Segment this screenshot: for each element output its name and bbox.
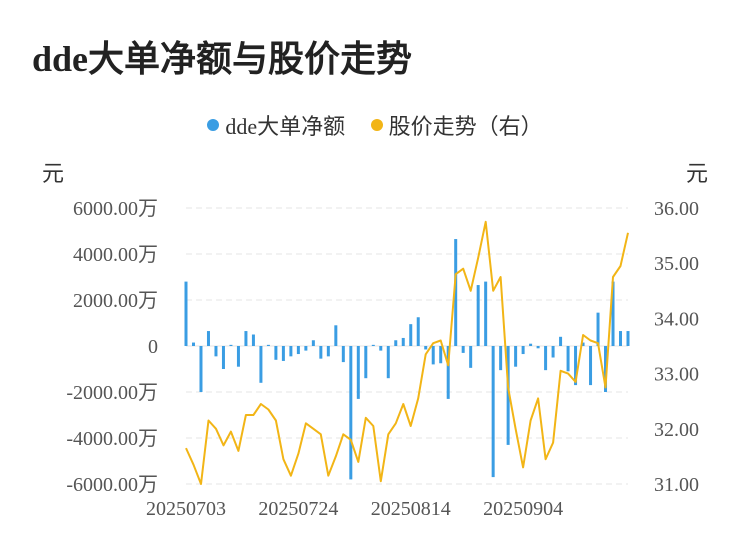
right-tick-label: 33.00 (654, 364, 699, 386)
dde-bar[interactable] (581, 342, 585, 346)
left-tick-label: 0 (148, 336, 158, 358)
dde-bar[interactable] (184, 281, 188, 346)
dde-bar[interactable] (199, 346, 203, 392)
dde-bar[interactable] (311, 340, 315, 346)
legend-item-bar[interactable]: dde大单净额 (207, 109, 345, 141)
dde-bar[interactable] (319, 346, 323, 359)
dde-bar[interactable] (461, 346, 465, 353)
dde-bar[interactable] (551, 346, 555, 358)
dde-bar[interactable] (251, 334, 255, 347)
dde-bar[interactable] (506, 346, 510, 445)
dde-bar[interactable] (521, 346, 525, 355)
right-tick-label: 36.00 (654, 198, 699, 220)
dde-bar[interactable] (281, 346, 285, 361)
legend-bar-label: dde大单净额 (225, 114, 346, 139)
dde-bar[interactable] (416, 317, 420, 346)
axis-ticks: 6000.00万 4000.00万 2000.00万 0 -2000.00万 -4000.… (66, 198, 699, 520)
dde-bar[interactable] (214, 346, 218, 357)
dde-bar[interactable] (206, 331, 210, 346)
dde-bar[interactable] (469, 346, 473, 368)
dde-bar[interactable] (289, 346, 293, 357)
right-tick-label: 31.00 (654, 474, 699, 496)
dde-bar[interactable] (611, 281, 615, 346)
legend-line-swatch (370, 119, 383, 131)
dde-bar[interactable] (484, 281, 488, 346)
dde-bar[interactable] (191, 342, 195, 346)
dde-bar[interactable] (266, 344, 270, 346)
dde-bar[interactable] (229, 344, 233, 346)
dde-bar[interactable] (326, 346, 330, 357)
x-tick-label: 20250814 (371, 498, 451, 520)
left-tick-label: 6000.00万 (73, 198, 158, 220)
price-line[interactable] (185, 220, 629, 485)
chart-title: dde大单净额与股价走势 (32, 39, 413, 79)
dde-bar[interactable] (604, 346, 608, 392)
dde-bar[interactable] (259, 346, 263, 383)
dde-bar[interactable] (304, 346, 308, 351)
right-tick-label: 32.00 (654, 419, 699, 441)
dde-bar[interactable] (439, 346, 443, 364)
dde-bar[interactable] (424, 346, 428, 350)
legend-bar-swatch (207, 119, 220, 131)
x-tick-label: 20250904 (483, 498, 563, 520)
bar-series (184, 239, 630, 480)
dde-bar[interactable] (566, 346, 570, 372)
dde-bar[interactable] (619, 331, 623, 346)
dde-bar[interactable] (349, 346, 353, 480)
dde-bar[interactable] (529, 343, 533, 346)
dde-bar[interactable] (236, 346, 240, 367)
dde-bar[interactable] (499, 346, 503, 371)
dde-bar[interactable] (626, 331, 630, 346)
dde-bar[interactable] (244, 331, 248, 346)
dde-bar[interactable] (589, 346, 593, 386)
dde-bar[interactable] (574, 346, 578, 386)
dde-bar[interactable] (514, 346, 518, 367)
grid-lines (186, 207, 628, 485)
dde-bar[interactable] (431, 346, 435, 365)
dde-bar[interactable] (559, 336, 563, 346)
right-tick-label: 35.00 (654, 253, 699, 275)
dde-bar[interactable] (274, 346, 278, 360)
dde-bar[interactable] (341, 346, 345, 363)
dde-bar[interactable] (379, 346, 383, 351)
dde-bar[interactable] (409, 324, 413, 346)
dde-bar[interactable] (401, 337, 405, 346)
right-tick-label: 34.00 (654, 308, 699, 330)
x-tick-label: 20250724 (258, 498, 338, 520)
dde-bar[interactable] (454, 239, 458, 346)
dde-bar[interactable] (371, 344, 375, 346)
left-axis-unit: 元 (42, 161, 65, 186)
dde-bar[interactable] (356, 346, 360, 399)
dde-bar[interactable] (491, 346, 495, 478)
dde-bar[interactable] (536, 346, 540, 349)
left-tick-label: 4000.00万 (73, 244, 158, 266)
left-tick-label: 2000.00万 (73, 290, 158, 312)
dde-bar[interactable] (364, 346, 368, 379)
dde-bar[interactable] (221, 346, 225, 369)
legend-item-line[interactable]: 股价走势（右） (370, 109, 543, 141)
dde-bar[interactable] (544, 346, 548, 371)
left-tick-label: -2000.00万 (66, 382, 158, 404)
right-axis-unit: 元 (685, 161, 708, 186)
legend: dde大单净额 股价走势（右） (0, 109, 750, 141)
dde-bar[interactable] (476, 285, 480, 346)
dde-bar[interactable] (334, 325, 338, 346)
dde-bar[interactable] (386, 346, 390, 379)
dde-bar[interactable] (296, 346, 300, 355)
legend-line-label: 股价走势（右） (388, 114, 543, 139)
dde-bar[interactable] (596, 312, 600, 346)
left-tick-label: -6000.00万 (66, 474, 158, 496)
line-series (185, 220, 629, 485)
dde-bar[interactable] (394, 340, 398, 346)
x-tick-label: 20250703 (146, 498, 226, 520)
dde-bar[interactable] (446, 346, 450, 399)
left-tick-label: -4000.00万 (66, 428, 158, 450)
